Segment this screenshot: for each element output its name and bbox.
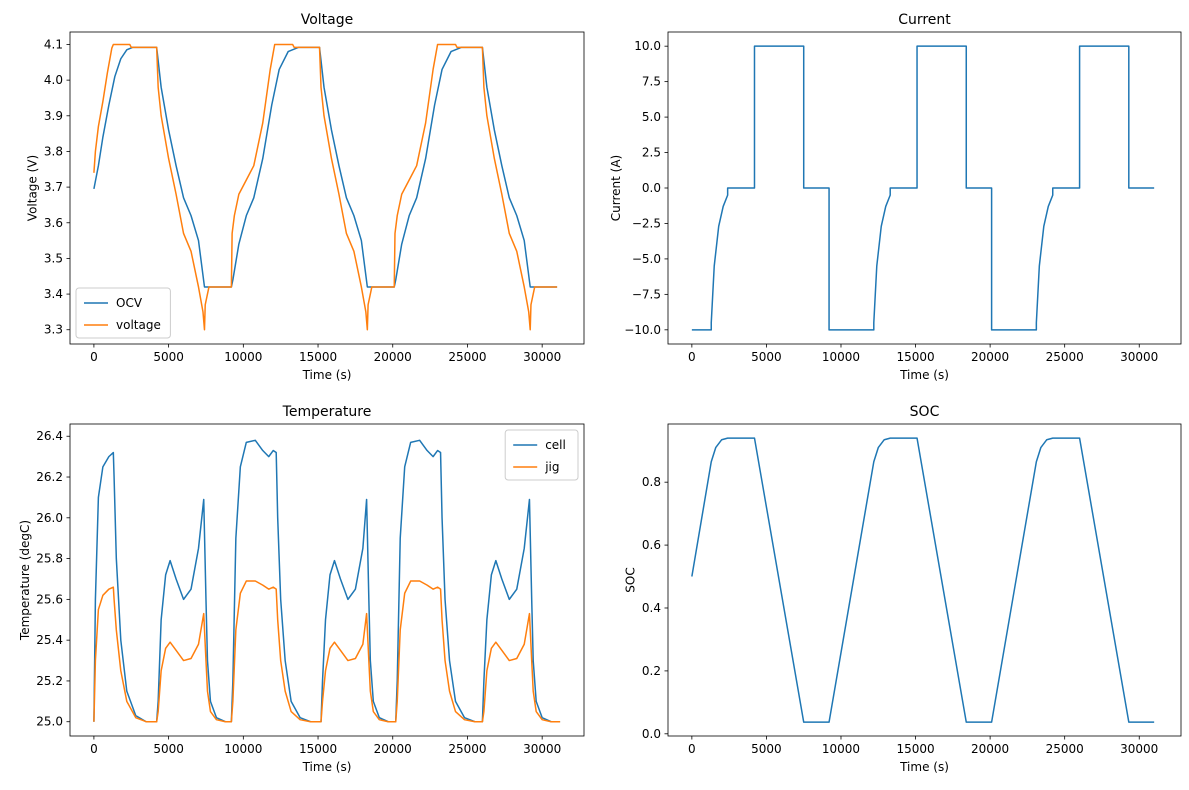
x-tick-label: 15000: [896, 350, 934, 364]
y-tick-label: 7.5: [642, 75, 661, 89]
axes-frame: [69, 423, 585, 737]
y-tick-label: 26.2: [36, 470, 63, 484]
y-tick-label: 2.5: [642, 146, 661, 160]
y-tick-label: 0.0: [642, 181, 661, 195]
y-tick-label: 0.0: [642, 727, 661, 741]
y-tick-label: −7.5: [632, 287, 661, 301]
y-tick-label: 3.7: [44, 180, 63, 194]
x-tick-label: 25000: [1046, 350, 1084, 364]
y-tick-label: 10.0: [634, 39, 661, 53]
x-axis-label: Time (s): [302, 760, 352, 774]
legend: OCV voltage: [75, 287, 171, 339]
y-tick-label: 3.6: [44, 216, 63, 230]
x-tick-label: 0: [688, 350, 696, 364]
legend-box: [504, 429, 579, 481]
legend-label: jig: [544, 460, 559, 474]
y-tick-label: 25.8: [36, 552, 63, 566]
chart-soc: 0 5000 10000 15000 20000 25000 30000 0.0 0.2 0.4 0…: [623, 404, 1182, 774]
x-tick-label: 30000: [523, 350, 561, 364]
x-tick-label: 15000: [299, 742, 337, 756]
y-axis-label: SOC: [623, 567, 637, 592]
y-axis-label: Temperature (degC): [18, 520, 32, 641]
series-line-OCV: [93, 46, 558, 288]
y-axis-label: Voltage (V): [25, 155, 39, 221]
x-tick-label: 5000: [751, 350, 782, 364]
x-tick-label: 5000: [751, 742, 782, 756]
y-axis-label: Current (A): [609, 155, 623, 221]
y-tick-label: 3.9: [44, 109, 63, 123]
chart-title: Temperature: [282, 404, 372, 420]
y-tick-label: −10.0: [624, 323, 661, 337]
x-tick-label: 20000: [971, 742, 1009, 756]
x-tick-label: 10000: [224, 742, 262, 756]
x-tick-label: 15000: [896, 742, 934, 756]
series-line-voltage: [93, 43, 558, 331]
x-tick-label: 25000: [448, 742, 486, 756]
y-tick-label: 3.5: [44, 251, 63, 265]
y-tick-label: 3.8: [44, 144, 63, 158]
x-tick-label: 30000: [1120, 350, 1158, 364]
x-tick-label: 20000: [374, 350, 412, 364]
series-line-0: [691, 437, 1155, 723]
chart-current: 0 5000 10000 15000 20000 25000 30000 −10.0 −7.5 −…: [609, 12, 1182, 382]
series-line-0: [691, 45, 1155, 331]
y-tick-label: 25.6: [36, 592, 63, 606]
x-tick-label: 5000: [153, 350, 184, 364]
x-tick-label: 0: [90, 742, 98, 756]
x-tick-label: 30000: [1120, 742, 1158, 756]
y-tick-label: 3.4: [44, 287, 63, 301]
x-tick-label: 5000: [153, 742, 184, 756]
y-tick-label: 25.0: [36, 715, 63, 729]
y-tick-label: 25.2: [36, 674, 63, 688]
x-axis-label: Time (s): [302, 368, 352, 382]
y-tick-label: 4.1: [44, 37, 63, 51]
legend-label: cell: [545, 438, 566, 452]
chart-voltage: 0 5000 10000 15000 20000 25000 30000 3.3 3.4 3.5 3…: [25, 12, 585, 382]
chart-title: SOC: [910, 404, 940, 420]
x-tick-label: 30000: [523, 742, 561, 756]
x-tick-label: 15000: [299, 350, 337, 364]
x-axis-label: Time (s): [899, 760, 949, 774]
x-tick-label: 25000: [1046, 742, 1084, 756]
x-tick-label: 25000: [448, 350, 486, 364]
x-axis-label: Time (s): [899, 368, 949, 382]
x-tick-label: 0: [90, 350, 98, 364]
chart-title: Current: [898, 12, 951, 28]
legend-label: voltage: [116, 318, 161, 332]
y-tick-label: 4.0: [44, 73, 63, 87]
series-line-cell: [93, 439, 561, 723]
y-tick-label: 26.4: [36, 429, 63, 443]
y-tick-label: 0.4: [642, 601, 661, 615]
y-tick-label: 0.8: [642, 475, 661, 489]
x-tick-label: 20000: [374, 742, 412, 756]
chart-title: Voltage: [301, 12, 354, 28]
y-tick-label: 26.0: [36, 511, 63, 525]
axes-frame: [69, 31, 585, 345]
legend: cell jig: [504, 429, 579, 481]
legend-label: OCV: [116, 296, 143, 310]
y-tick-label: 5.0: [642, 110, 661, 124]
series-line-jig: [93, 580, 561, 723]
x-tick-label: 10000: [822, 742, 860, 756]
y-tick-label: 0.6: [642, 538, 661, 552]
y-tick-label: 25.4: [36, 633, 63, 647]
y-tick-label: −2.5: [632, 216, 661, 230]
x-tick-label: 0: [688, 742, 696, 756]
y-tick-label: 3.3: [44, 323, 63, 337]
x-tick-label: 10000: [822, 350, 860, 364]
y-tick-label: −5.0: [632, 252, 661, 266]
y-tick-label: 0.2: [642, 664, 661, 678]
axes-frame: [667, 423, 1182, 737]
x-tick-label: 20000: [971, 350, 1009, 364]
x-tick-label: 10000: [224, 350, 262, 364]
chart-temperature: 0 5000 10000 15000 20000 25000 30000 25.0 25.2 25…: [18, 404, 585, 774]
